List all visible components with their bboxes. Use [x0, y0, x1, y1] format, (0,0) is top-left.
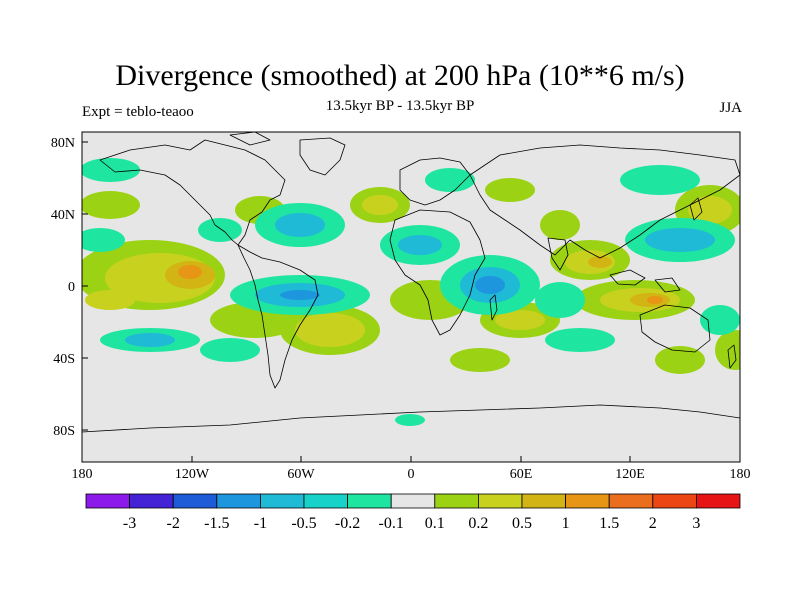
lat-tick-0: 0	[68, 280, 75, 295]
colorbar-label: -3	[123, 515, 136, 532]
colorbar-swatch	[565, 493, 610, 509]
lon-tick-180e: 180	[730, 467, 751, 482]
lat-tick-80s: 80S	[53, 424, 75, 439]
colorbar-swatch	[477, 493, 523, 509]
colorbar-swatch	[521, 493, 566, 509]
colorbar-label: 1	[562, 515, 570, 532]
lon-tick-60e: 60E	[510, 467, 533, 482]
lon-tick-0: 0	[408, 467, 415, 482]
negative-strong-regions	[280, 276, 505, 300]
lat-tick-80n: 80N	[51, 136, 75, 151]
colorbar-swatch	[696, 493, 741, 509]
colorbar-swatch	[259, 493, 305, 509]
colorbar-swatch	[85, 493, 130, 509]
experiment-label: Expt = teblo-teaoo	[82, 104, 194, 120]
season-label: JJA	[719, 100, 742, 116]
lon-tick-120e: 120E	[615, 467, 645, 482]
colorbar-swatch	[434, 493, 479, 509]
colorbar-swatch	[347, 493, 392, 509]
lon-tick-60w: 60W	[287, 467, 315, 482]
colorbar-swatch	[216, 493, 261, 509]
colorbar-label: 3	[692, 515, 700, 532]
colorbar-label: -0.2	[335, 515, 360, 532]
colorbar-label: -1.5	[204, 515, 229, 532]
colorbar-swatch	[390, 493, 436, 509]
coastlines	[82, 132, 740, 433]
colorbar: -3 -2 -1.5 -1 -0.5 -0.2 -0.1 0.1 0.2 0.5 1 1.5 2 3	[85, 493, 741, 532]
colorbar-swatch	[652, 493, 697, 509]
positive-peak-regions	[178, 265, 663, 304]
colorbar-swatch	[172, 493, 218, 509]
colorbar-swatch	[129, 493, 174, 509]
colorbar-label: -0.5	[291, 515, 316, 532]
colorbar-label: 1.5	[599, 515, 619, 532]
colorbar-label: -1	[254, 515, 267, 532]
divergence-field	[82, 158, 740, 426]
longitude-axis	[81, 456, 741, 462]
negative-weak-regions	[82, 158, 740, 426]
lon-tick-120w: 120W	[175, 467, 210, 482]
colorbar-label: 0.1	[425, 515, 445, 532]
lat-tick-40n: 40N	[51, 208, 75, 223]
colorbar-swatch	[608, 493, 654, 509]
map-subtitle: 13.5kyr BP - 13.5kyr BP	[325, 98, 475, 114]
colorbar-label: 0.2	[468, 515, 488, 532]
colorbar-label: 2	[649, 515, 657, 532]
latitude-axis	[82, 141, 88, 431]
colorbar-swatch	[303, 493, 348, 509]
lat-tick-40s: 40S	[53, 352, 75, 367]
colorbar-label: -0.1	[379, 515, 404, 532]
colorbar-label: 0.5	[512, 515, 532, 532]
map-title: Divergence (smoothed) at 200 hPa (10**6 …	[115, 59, 685, 92]
colorbar-label: -2	[167, 515, 180, 532]
lon-tick-180w: 180	[72, 467, 93, 482]
